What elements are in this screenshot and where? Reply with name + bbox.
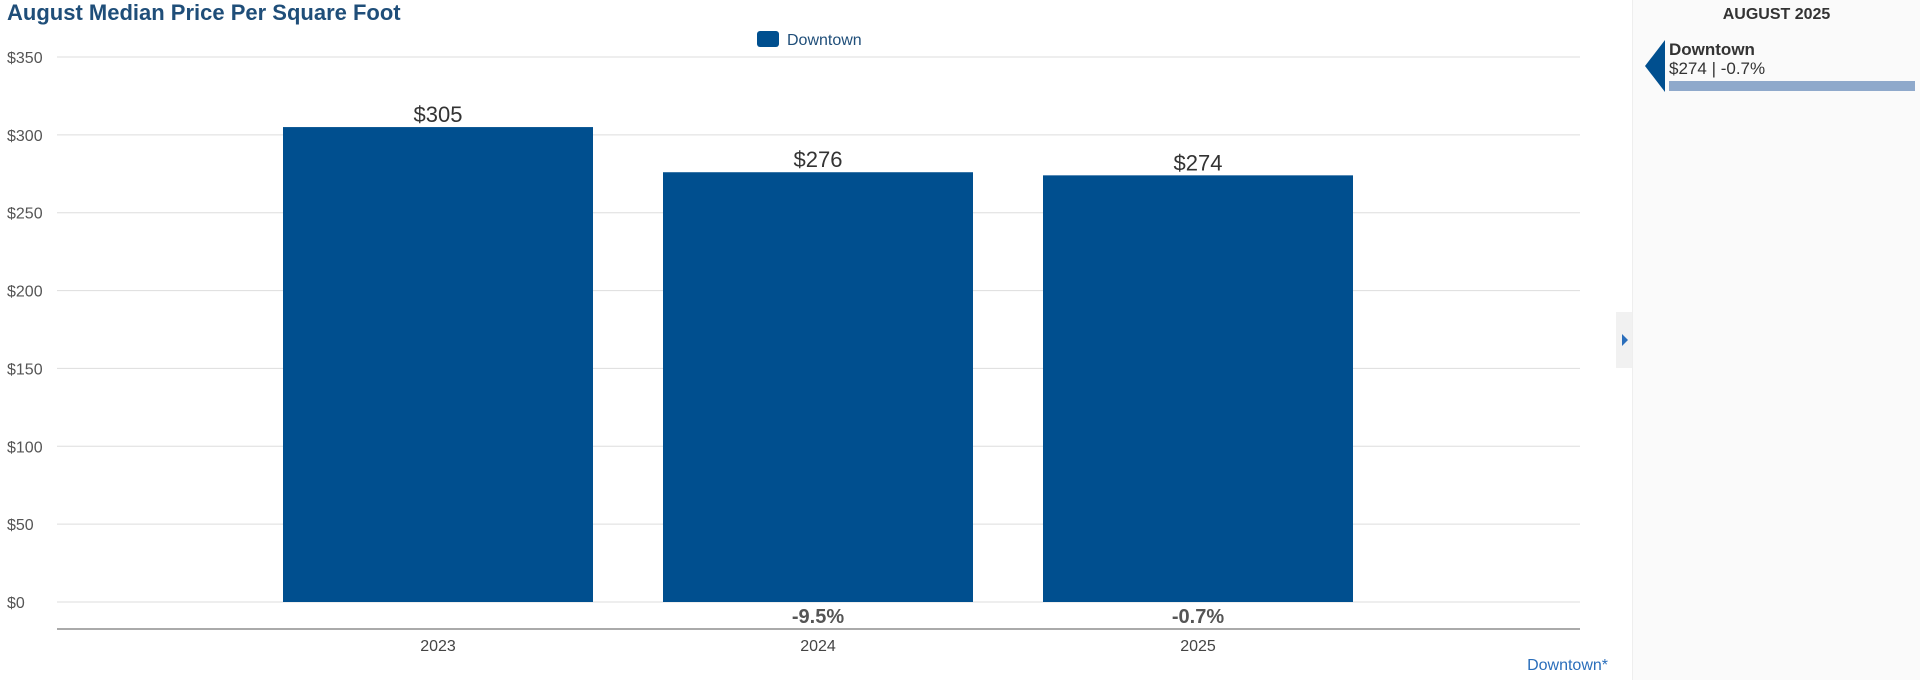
side-panel-month: AUGUST 2025 [1722, 6, 1831, 23]
chart-title: August Median Price Per Square Foot [7, 0, 401, 25]
bar-2025[interactable] [1043, 175, 1353, 603]
bar-2024[interactable] [663, 172, 973, 602]
bar-2023[interactable] [283, 127, 593, 603]
y-tick-label: $350 [7, 50, 43, 67]
bar-value-label: $276 [794, 147, 843, 172]
data-labels: $305 $276 -9.5% $274 -0.7% [414, 102, 1225, 628]
x-tick-label: 2025 [1180, 638, 1216, 655]
side-panel-item-downtown[interactable]: Downtown $274 | -0.7% [1633, 40, 1920, 92]
side-item-name: Downtown [1669, 40, 1755, 59]
legend-label: Downtown [787, 32, 862, 49]
bars [283, 127, 1353, 603]
bar-change-label: -0.7% [1172, 606, 1224, 628]
side-item-values: $274 | -0.7% [1669, 59, 1765, 79]
side-item-bar [1669, 81, 1915, 91]
panel-toggle-button[interactable] [1616, 312, 1632, 368]
side-item-change: -0.7% [1720, 59, 1766, 78]
x-tick-label: 2024 [800, 638, 836, 655]
side-panel: AUGUST 2025 Downtown $274 | -0.7% [1632, 0, 1920, 680]
legend-swatch [757, 31, 779, 47]
bar-value-label: $305 [414, 102, 463, 127]
axes: $0 $50 $100 $150 $200 $250 $300 $350 2023 2024 202… [7, 50, 1580, 655]
y-tick-label: $50 [7, 517, 34, 534]
legend[interactable]: Downtown [757, 31, 862, 49]
bar-chart: $0 $50 $100 $150 $200 $250 $300 $350 2023 2024 202… [7, 31, 1580, 655]
y-tick-label: $100 [7, 439, 43, 456]
bar-change-label: -9.5% [792, 606, 844, 628]
y-tick-label: $0 [7, 595, 25, 612]
y-tick-label: $150 [7, 361, 43, 378]
side-item-value: $274 [1669, 59, 1707, 78]
downtown-footnote-link[interactable]: Downtown* [1527, 657, 1608, 674]
chevron-right-icon [1622, 334, 1628, 346]
y-tick-label: $300 [7, 128, 43, 145]
x-tick-label: 2023 [420, 638, 456, 655]
bar-value-label: $274 [1174, 150, 1223, 175]
pointer-left-icon [1645, 40, 1665, 92]
side-item-separator: | [1711, 59, 1716, 78]
y-tick-label: $200 [7, 284, 43, 301]
y-tick-label: $250 [7, 206, 43, 223]
